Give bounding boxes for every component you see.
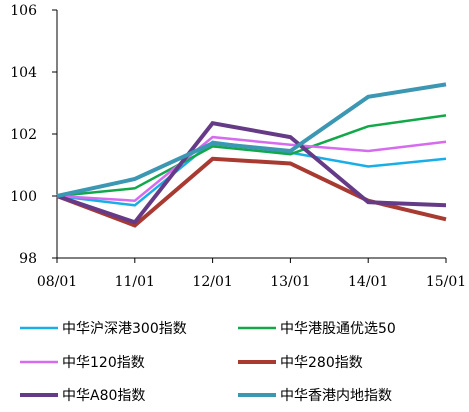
axes: 98 100 102 104 106 08/01 11/01 12/01 13/01 14/01 1… bbox=[10, 3, 466, 290]
series-line-2 bbox=[56, 114, 447, 198]
series-line-6 bbox=[56, 82, 447, 198]
x-tick-label: 15/01 bbox=[426, 274, 466, 290]
legend: 中华沪深港300指数 中华港股通优选50 中华120指数 中华280指数中华A80指数… bbox=[20, 321, 396, 404]
legend-item-1: 中华沪深港300指数 bbox=[20, 321, 187, 337]
x-tick-label: 14/01 bbox=[348, 274, 388, 290]
legend-item-5: 中华A80指数 bbox=[20, 388, 145, 404]
legend-label: 中华120指数 bbox=[62, 355, 145, 371]
legend-item-6: 中华香港内地指数 bbox=[238, 388, 392, 404]
y-tick-label: 98 bbox=[19, 251, 37, 267]
legend-item-3: 中华120指数 bbox=[20, 355, 145, 371]
x-tick-label: 08/01 bbox=[37, 274, 77, 290]
x-tick-label: 13/01 bbox=[270, 274, 310, 290]
legend-label: 中华沪深港300指数 bbox=[62, 321, 187, 337]
legend-label: 中华A80指数 bbox=[62, 388, 145, 404]
legend-label: 中华280指数 bbox=[280, 355, 363, 371]
y-tick-label: 104 bbox=[10, 65, 37, 81]
legend-item-2: 中华港股通优选50 bbox=[238, 321, 396, 337]
legend-label: 中华香港内地指数 bbox=[280, 388, 392, 404]
series-line-5 bbox=[56, 121, 447, 225]
y-tick-label: 106 bbox=[10, 3, 37, 19]
x-tick-label: 11/01 bbox=[115, 274, 155, 290]
series-lines bbox=[56, 82, 447, 228]
x-tick-label: 12/01 bbox=[192, 274, 232, 290]
legend-label: 中华港股通优选50 bbox=[280, 321, 396, 337]
y-tick-label: 102 bbox=[10, 127, 37, 143]
series-line-3 bbox=[56, 135, 447, 202]
legend-item-4: 中华280指数 bbox=[238, 355, 363, 371]
y-tick-label: 100 bbox=[10, 189, 37, 205]
